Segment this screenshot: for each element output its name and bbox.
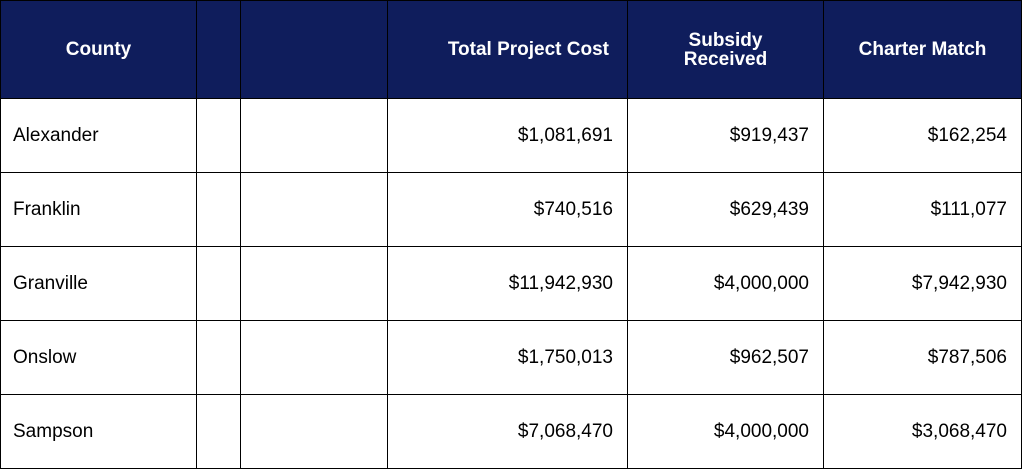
cell-total-project-cost: $740,516 xyxy=(387,172,628,247)
cell-total-project-cost: $1,081,691 xyxy=(387,98,628,173)
cell-county: Franklin xyxy=(0,172,197,247)
cell-blank-2 xyxy=(240,320,388,395)
cell-charter-match: $7,942,930 xyxy=(823,246,1022,321)
table-row: Onslow $1,750,013 $962,507 $787,506 xyxy=(0,320,1022,395)
cell-blank-1 xyxy=(196,320,241,395)
cell-blank-1 xyxy=(196,246,241,321)
cell-county: Granville xyxy=(0,246,197,321)
cell-total-project-cost: $1,750,013 xyxy=(387,320,628,395)
table-row: Granville $11,942,930 $4,000,000 $7,942,… xyxy=(0,246,1022,321)
cell-total-project-cost: $7,068,470 xyxy=(387,394,628,469)
cell-blank-2 xyxy=(240,98,388,173)
cell-blank-1 xyxy=(196,172,241,247)
cell-subsidy-received: $4,000,000 xyxy=(627,394,824,469)
cell-charter-match: $3,068,470 xyxy=(823,394,1022,469)
table-row: Sampson $7,068,470 $4,000,000 $3,068,470 xyxy=(0,394,1022,469)
cell-subsidy-received: $962,507 xyxy=(627,320,824,395)
header-blank-2 xyxy=(240,0,388,99)
header-subsidy-received: Subsidy Received xyxy=(627,0,824,99)
header-county: County xyxy=(0,0,197,99)
cell-county: Alexander xyxy=(0,98,197,173)
cell-total-project-cost: $11,942,930 xyxy=(387,246,628,321)
cell-blank-2 xyxy=(240,172,388,247)
cell-charter-match: $111,077 xyxy=(823,172,1022,247)
header-row: County Total Project Cost Subsidy Receiv… xyxy=(0,0,1022,99)
cell-county: Onslow xyxy=(0,320,197,395)
cell-subsidy-received: $629,439 xyxy=(627,172,824,247)
cell-charter-match: $787,506 xyxy=(823,320,1022,395)
header-blank-1 xyxy=(196,0,241,99)
cell-blank-2 xyxy=(240,394,388,469)
cell-blank-2 xyxy=(240,246,388,321)
header-subsidy-line-1: Subsidy xyxy=(688,29,763,51)
cell-blank-1 xyxy=(196,98,241,173)
cell-subsidy-received: $4,000,000 xyxy=(627,246,824,321)
table-row: Alexander $1,081,691 $919,437 $162,254 xyxy=(0,98,1022,173)
cell-county: Sampson xyxy=(0,394,197,469)
table-row: Franklin $740,516 $629,439 $111,077 xyxy=(0,172,1022,247)
cell-subsidy-received: $919,437 xyxy=(627,98,824,173)
header-charter-match: Charter Match xyxy=(823,0,1022,99)
cell-blank-1 xyxy=(196,394,241,469)
header-total-project-cost: Total Project Cost xyxy=(387,0,628,99)
cell-charter-match: $162,254 xyxy=(823,98,1022,173)
header-subsidy-line-2: Received xyxy=(683,48,768,70)
